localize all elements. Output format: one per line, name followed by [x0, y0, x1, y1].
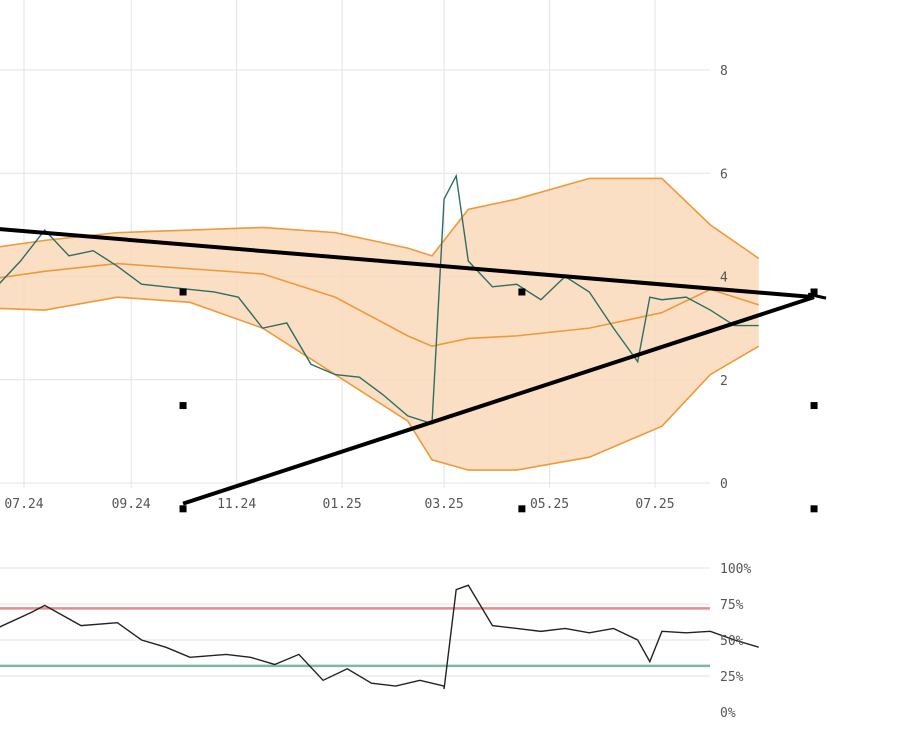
- band-fill: [0, 178, 759, 471]
- resize-handle[interactable]: [518, 505, 526, 513]
- drawing-handles[interactable]: [179, 288, 818, 513]
- y-tick-label: 6: [720, 167, 728, 182]
- price-line[interactable]: [0, 173, 759, 425]
- resize-handle[interactable]: [518, 288, 526, 296]
- bollinger-band: [0, 177, 760, 471]
- oscillator-line[interactable]: [0, 584, 759, 690]
- osc-y-tick-label: 75%: [720, 598, 744, 613]
- trendline-1[interactable]: [0, 222, 815, 300]
- band-upper-line: [0, 177, 760, 260]
- price-series[interactable]: [0, 173, 759, 425]
- resize-handle[interactable]: [179, 505, 187, 513]
- y-tick-label: 0: [720, 477, 728, 492]
- resize-handle[interactable]: [179, 288, 187, 296]
- y-tick-label: 2: [720, 374, 728, 389]
- resize-handle[interactable]: [810, 402, 818, 410]
- x-tick-label: 09.24: [112, 497, 151, 512]
- x-tick-label: 11.24: [217, 497, 256, 512]
- oscillator-y-axis: 100% 75% 50% 25% 0%: [720, 562, 751, 721]
- resize-handle[interactable]: [810, 505, 818, 513]
- osc-y-tick-label: 100%: [720, 562, 751, 577]
- main-y-axis: 0 2 4 6 8: [720, 64, 728, 492]
- x-tick-label: 05.25: [530, 497, 569, 512]
- osc-y-tick-label: 0%: [720, 706, 736, 721]
- resize-handle[interactable]: [179, 402, 187, 410]
- osc-y-tick-label: 50%: [720, 634, 744, 649]
- osc-y-tick-label: 25%: [720, 670, 744, 685]
- oscillator-grid: [0, 567, 710, 677]
- resize-handle[interactable]: [810, 288, 818, 296]
- oscillator-series[interactable]: [0, 584, 759, 690]
- trendline-2[interactable]: [182, 295, 815, 506]
- y-tick-label: 4: [720, 271, 728, 286]
- band-mid-line: [0, 262, 759, 348]
- y-tick-label: 8: [720, 64, 728, 79]
- band-lower-line: [0, 296, 760, 471]
- oscillator-levels: [0, 607, 710, 668]
- x-tick-label: 03.25: [425, 497, 464, 512]
- main-x-axis: 07.24 09.24 11.24 01.25 03.25 05.25 07.25: [4, 497, 674, 512]
- x-tick-label: 07.25: [635, 497, 674, 512]
- x-tick-label: 07.24: [4, 497, 43, 512]
- x-tick-label: 01.25: [323, 497, 362, 512]
